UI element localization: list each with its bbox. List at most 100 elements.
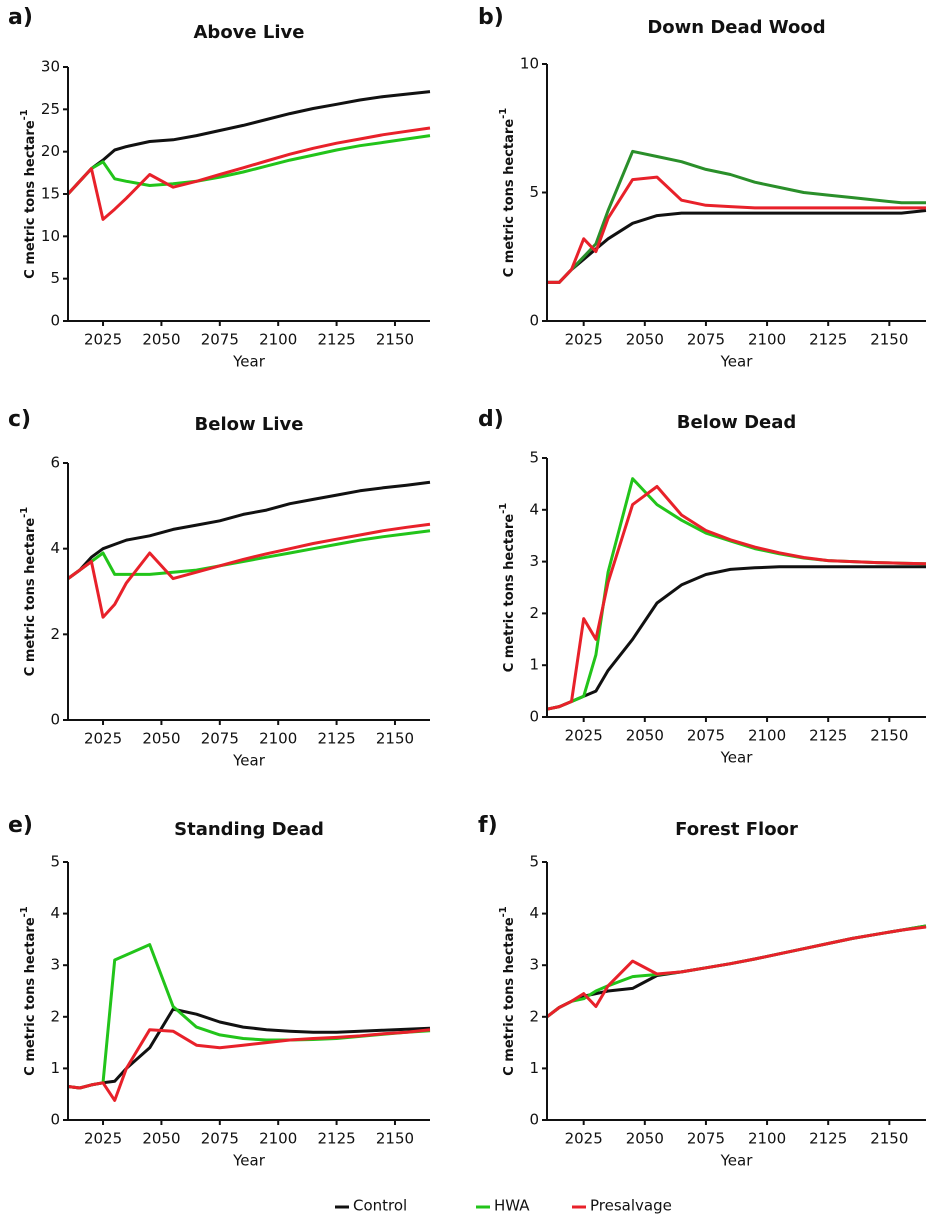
y-tick-label: 0 <box>50 312 60 330</box>
x-tick-label: 2075 <box>687 331 725 349</box>
x-tick-label: 2025 <box>84 331 122 349</box>
series-line <box>67 480 431 580</box>
x-tick-label: 2100 <box>748 331 786 349</box>
y-axis-label: C metric tons hectare-1 <box>19 109 38 279</box>
y-tick-label: 0 <box>529 1111 539 1129</box>
x-tick-label: 2150 <box>376 1130 414 1148</box>
x-tick-label: 2075 <box>687 1130 725 1148</box>
y-axis-label-sup: -1 <box>19 109 30 120</box>
x-tick-label: 2100 <box>748 727 786 745</box>
x-tick-label: 2025 <box>84 1130 122 1148</box>
y-tick-label: 6 <box>50 454 60 472</box>
chart-title: Forest Floor <box>675 819 798 840</box>
panel-label: f) <box>478 813 498 838</box>
y-axis-label: C metric tons hectare-1 <box>498 906 517 1076</box>
y-tick-label: 4 <box>50 904 60 922</box>
y-axis-label-main: C metric tons hectare <box>502 119 517 278</box>
x-tick-label: 2025 <box>84 730 122 748</box>
y-axis-label-sup: -1 <box>498 906 509 917</box>
y-axis-label-main: C metric tons hectare <box>502 917 517 1076</box>
x-tick-label: 2150 <box>870 331 908 349</box>
series-line <box>546 477 927 711</box>
y-tick-label: 4 <box>529 904 539 922</box>
x-tick-label: 2125 <box>317 331 355 349</box>
y-tick-label: 5 <box>50 269 60 287</box>
y-axis-label: C metric tons hectare-1 <box>498 503 517 673</box>
series-line <box>66 90 431 196</box>
x-tick-label: 2150 <box>870 1130 908 1148</box>
x-tick-label: 2100 <box>259 1130 297 1148</box>
y-tick-label: 5 <box>529 853 539 871</box>
series-line <box>67 1028 431 1102</box>
y-tick-label: 2 <box>529 604 539 622</box>
y-tick-label: 1 <box>50 1059 60 1077</box>
x-tick-label: 2025 <box>565 1130 603 1148</box>
y-tick-label: 2 <box>50 625 60 643</box>
y-axis-label-main: C metric tons hectare <box>23 120 38 279</box>
y-tick-label: 0 <box>529 708 539 726</box>
x-tick-label: 2075 <box>201 730 239 748</box>
chart-title: Down Dead Wood <box>647 17 825 38</box>
series-line <box>546 924 927 1018</box>
y-axis-label-sup: -1 <box>498 108 509 119</box>
y-axis-label-main: C metric tons hectare <box>23 518 38 677</box>
legend-label: HWA <box>494 1197 530 1215</box>
panel-label: e) <box>8 813 33 838</box>
y-axis-label-main: C metric tons hectare <box>23 917 38 1076</box>
legend-label: Control <box>353 1197 407 1215</box>
series-line <box>67 529 431 580</box>
y-tick-label: 3 <box>50 956 60 974</box>
y-tick-label: 0 <box>50 711 60 729</box>
x-tick-label: 2125 <box>809 727 847 745</box>
x-tick-label: 2125 <box>317 730 355 748</box>
y-axis-label: C metric tons hectare-1 <box>19 507 38 677</box>
x-tick-label: 2050 <box>626 727 664 745</box>
chart-title: Above Live <box>194 22 305 43</box>
x-tick-label: 2150 <box>870 727 908 745</box>
series-line <box>67 943 431 1090</box>
y-tick-label: 1 <box>529 1059 539 1077</box>
series-line <box>546 565 926 711</box>
x-tick-label: 2075 <box>201 1130 239 1148</box>
series-line <box>547 209 927 284</box>
x-axis-label: Year <box>232 752 266 770</box>
y-tick-label: 10 <box>41 227 60 245</box>
y-tick-label: 5 <box>529 183 539 201</box>
y-tick-label: 0 <box>50 1111 60 1129</box>
x-tick-label: 2050 <box>142 730 180 748</box>
legend-label: Presalvage <box>590 1197 672 1215</box>
x-axis-label: Year <box>720 353 754 371</box>
x-axis-label: Year <box>720 749 754 767</box>
y-tick-label: 3 <box>529 956 539 974</box>
x-tick-label: 2050 <box>142 331 180 349</box>
x-axis-label: Year <box>232 1152 266 1170</box>
chart-title: Below Dead <box>677 412 797 433</box>
y-axis-label: C metric tons hectare-1 <box>19 906 38 1076</box>
x-tick-label: 2100 <box>748 1130 786 1148</box>
x-tick-label: 2050 <box>626 1130 664 1148</box>
y-axis-label-main: C metric tons hectare <box>502 514 517 673</box>
y-tick-label: 4 <box>529 500 539 518</box>
x-tick-label: 2025 <box>565 331 603 349</box>
x-tick-label: 2075 <box>201 331 239 349</box>
y-axis-label-sup: -1 <box>498 503 509 514</box>
series-line <box>547 175 926 284</box>
series-line <box>546 925 927 1018</box>
x-tick-label: 2025 <box>565 727 603 745</box>
panel-label: d) <box>478 407 504 432</box>
y-tick-label: 25 <box>41 100 60 118</box>
y-tick-label: 15 <box>41 185 60 203</box>
y-tick-label: 2 <box>50 1007 60 1025</box>
x-axis-label: Year <box>720 1152 754 1170</box>
y-axis-label-sup: -1 <box>19 906 30 917</box>
x-tick-label: 2075 <box>687 727 725 745</box>
y-tick-label: 10 <box>520 55 539 73</box>
series-line <box>66 126 431 221</box>
y-axis-label: C metric tons hectare-1 <box>498 108 517 278</box>
y-axis-label-sup: -1 <box>19 507 30 518</box>
y-tick-label: 3 <box>529 552 539 570</box>
x-tick-label: 2150 <box>376 730 414 748</box>
x-tick-label: 2125 <box>809 1130 847 1148</box>
series-line <box>547 149 926 284</box>
